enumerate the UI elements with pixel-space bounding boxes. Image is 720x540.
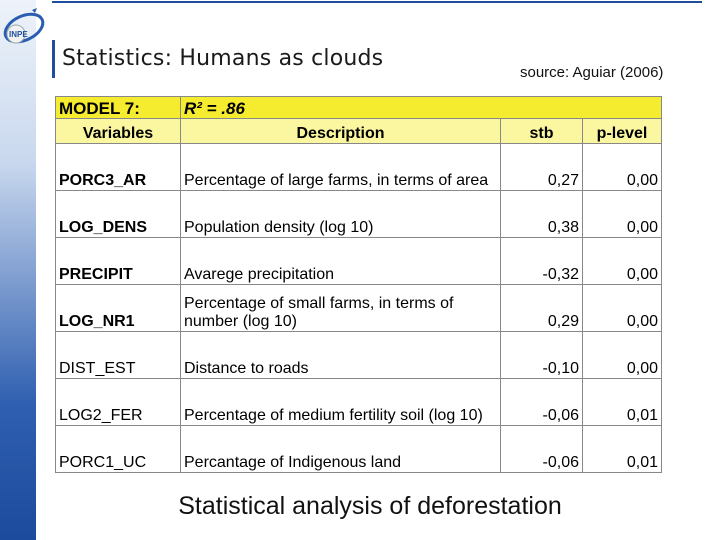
p-level-cell: 0,00 xyxy=(581,284,663,332)
table-row: PORC1_UC Percantage of Indigenous land -… xyxy=(55,425,663,473)
column-header: Variables xyxy=(55,118,181,144)
page-title: Statistics: Humans as clouds xyxy=(62,46,384,71)
p-level-cell: 0,00 xyxy=(581,331,663,379)
source-citation: source: Aguiar (2006) xyxy=(520,64,664,81)
stb-cell: -0,06 xyxy=(500,378,583,426)
model-row: MODEL 7: R² = .86 xyxy=(55,96,663,119)
description-cell: Percentage of medium fertility soil (log… xyxy=(180,378,501,426)
regression-table: MODEL 7: R² = .86 Variables Description … xyxy=(55,96,663,473)
stb-cell: -0,10 xyxy=(500,331,583,379)
r-squared-label: R² = .86 xyxy=(179,96,663,119)
description-cell: Population density (log 10) xyxy=(180,190,501,238)
table-row: DIST_EST Distance to roads -0,10 0,00 xyxy=(55,331,663,379)
table-row: LOG_DENS Population density (log 10) 0,3… xyxy=(55,190,663,238)
p-level-cell: 0,01 xyxy=(581,378,663,426)
variable-cell: PORC3_AR xyxy=(55,143,181,191)
description-cell: Distance to roads xyxy=(180,331,501,379)
stb-cell: 0,29 xyxy=(500,284,583,332)
table-header-row: Variables Description stb p-level xyxy=(55,118,663,144)
top-divider xyxy=(52,1,702,3)
inpe-logo: INPE xyxy=(3,8,45,44)
description-cell: Percentage of small farms, in terms of n… xyxy=(180,284,501,332)
table-row: LOG2_FER Percentage of medium fertility … xyxy=(55,378,663,426)
p-level-cell: 0,00 xyxy=(581,143,663,191)
p-level-cell: 0,00 xyxy=(581,190,663,238)
variable-cell: PRECIPIT xyxy=(55,237,181,285)
variable-cell: DIST_EST xyxy=(55,331,181,379)
description-cell: Percantage of Indigenous land xyxy=(180,425,501,473)
p-level-cell: 0,00 xyxy=(581,237,663,285)
table-row: PORC3_AR Percentage of large farms, in t… xyxy=(55,143,663,191)
column-header: p-level xyxy=(581,118,663,144)
p-level-cell: 0,01 xyxy=(581,425,663,473)
variable-cell: LOG_NR1 xyxy=(55,284,181,332)
description-cell: Percentage of large farms, in terms of a… xyxy=(180,143,501,191)
slide-caption: Statistical analysis of deforestation xyxy=(178,492,562,520)
stb-cell: 0,38 xyxy=(500,190,583,238)
stb-cell: -0,32 xyxy=(500,237,583,285)
variable-cell: LOG2_FER xyxy=(55,378,181,426)
logo-text: INPE xyxy=(9,30,28,39)
column-header: Description xyxy=(180,118,501,144)
title-accent-bar xyxy=(52,40,55,78)
table-row: LOG_NR1 Percentage of small farms, in te… xyxy=(55,284,663,332)
model-label: MODEL 7: xyxy=(55,96,181,119)
description-cell: Avarege precipitation xyxy=(180,237,501,285)
table-row: PRECIPIT Avarege precipitation -0,32 0,0… xyxy=(55,237,663,285)
left-decorative-band xyxy=(0,0,36,540)
variable-cell: LOG_DENS xyxy=(55,190,181,238)
stb-cell: 0,27 xyxy=(500,143,583,191)
stb-cell: -0,06 xyxy=(500,425,583,473)
column-header: stb xyxy=(500,118,583,144)
variable-cell: PORC1_UC xyxy=(55,425,181,473)
